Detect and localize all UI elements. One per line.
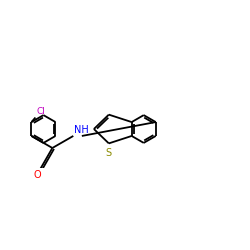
Text: Cl: Cl: [36, 107, 46, 116]
Text: O: O: [34, 170, 42, 180]
Text: NH: NH: [74, 125, 88, 135]
Text: S: S: [106, 148, 112, 158]
